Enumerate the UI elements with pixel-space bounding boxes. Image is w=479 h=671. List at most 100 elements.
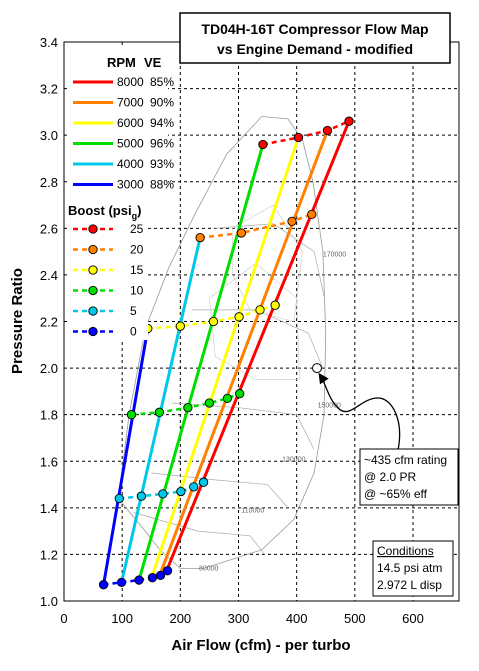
map-speed-label-170000: 170000 xyxy=(323,251,346,258)
legend-boost-label-5: 5 xyxy=(130,304,137,318)
speed-line-3 xyxy=(191,309,324,369)
conditions-box: Conditions 14.5 psi atm 2.972 L disp xyxy=(372,540,454,597)
boost-point-15-1 xyxy=(175,321,185,331)
legend-boost-label-15: 15 xyxy=(130,263,144,277)
compressor-map-surge-outline xyxy=(118,116,327,569)
boost-point-20-1 xyxy=(236,228,247,238)
rpm-line-8000 xyxy=(166,120,351,569)
x-tick-label-200: 200 xyxy=(169,611,191,626)
compressor-map-background: 170000 150000 130000 110000 80000 xyxy=(118,116,346,573)
y-tick-label-1.4: 1.4 xyxy=(40,501,58,516)
legend-ve-label-3000: 88% xyxy=(150,178,174,192)
boost-point-0-5 xyxy=(162,566,173,576)
legend-boost-marker-5 xyxy=(88,306,98,316)
rpm-line-3000 xyxy=(102,328,150,585)
boost-point-15-2 xyxy=(208,316,219,327)
legend-boost-marker-20 xyxy=(88,244,98,255)
legend-boost-header: Boost (psig) xyxy=(68,203,141,221)
legend-boost-marker-10 xyxy=(88,285,98,296)
y-tick-label-1.8: 1.8 xyxy=(40,408,58,423)
boost-point-0-3 xyxy=(147,573,158,583)
boost-point-0-0 xyxy=(98,580,109,590)
x-axis-title: Air Flow (cfm) - per turbo xyxy=(171,637,350,654)
boost-point-25-0 xyxy=(258,139,268,150)
legend-boost-label-0: 0 xyxy=(130,325,137,339)
legend-ve-header: VE xyxy=(144,55,162,70)
boost-line-25 xyxy=(262,120,350,146)
data-series xyxy=(98,116,354,590)
legend-ve-label-4000: 93% xyxy=(150,157,174,171)
x-tick-label-600: 600 xyxy=(402,611,424,626)
chart-title-line-2: vs Engine Demand - modified xyxy=(217,41,413,57)
boost-point-10-2 xyxy=(183,403,193,413)
map-speed-label-150000: 150000 xyxy=(318,403,341,410)
boost-point-15-3 xyxy=(234,312,244,322)
boost-point-10-3 xyxy=(204,398,215,408)
boost-point-10-5 xyxy=(235,389,245,399)
boost-point-20-3 xyxy=(307,209,317,220)
rpm-line-6000 xyxy=(150,137,300,576)
x-tick-label-100: 100 xyxy=(111,611,133,626)
boost-point-15-5 xyxy=(270,300,280,310)
boost-header-end: ) xyxy=(137,203,141,218)
y-tick-label-2.2: 2.2 xyxy=(40,315,58,330)
y-tick-label-3.4: 3.4 xyxy=(40,35,58,50)
legend-rpm-label-4000: 4000 xyxy=(117,157,144,171)
y-tick-label-1.0: 1.0 xyxy=(40,594,58,609)
map-speed-label-130000: 130000 xyxy=(282,456,305,463)
y-tick-label-2.6: 2.6 xyxy=(40,221,58,236)
boost-point-0-1 xyxy=(116,577,127,588)
boost-legend: Boost (psig) 25 20 15 10 5 0 xyxy=(68,200,148,340)
speed-line-0 xyxy=(133,512,265,555)
y-tick-label-2.8: 2.8 xyxy=(40,175,58,190)
legend-ve-label-8000: 85% xyxy=(150,75,174,89)
boost-point-5-4 xyxy=(189,482,199,492)
boost-point-25-3 xyxy=(344,116,354,126)
rpm-legend: RPM VE 8000 85% 7000 90% 6000 94% 5000 96% 4000 9… xyxy=(68,48,174,200)
y-tick-label-3.2: 3.2 xyxy=(40,82,58,97)
rating-annotation: ~435 cfm rating @ 2.0 PR @ ~65% eff xyxy=(318,372,459,506)
map-speed-label-80000: 80000 xyxy=(199,566,219,573)
x-tick-label-0: 0 xyxy=(60,611,67,626)
boost-point-10-0 xyxy=(126,410,137,420)
boost-point-0-4 xyxy=(155,570,166,581)
x-tick-label-300: 300 xyxy=(228,611,250,626)
boost-header-sub: g xyxy=(132,211,138,221)
conditions-line-2: 2.972 L disp xyxy=(377,578,442,592)
boost-point-5-0 xyxy=(114,493,124,504)
boost-point-5-3 xyxy=(176,486,186,497)
rpm-line-7000 xyxy=(159,129,329,574)
legend-boost-label-10: 10 xyxy=(130,284,144,298)
speed-line-1 xyxy=(151,472,289,509)
speed-line-2 xyxy=(171,402,315,450)
boost-header-main: Boost (psi xyxy=(68,203,132,218)
x-tick-label-500: 500 xyxy=(344,611,366,626)
boost-line-20 xyxy=(199,213,313,239)
legend-boost-marker-25 xyxy=(88,224,98,234)
y-tick-label-1.6: 1.6 xyxy=(40,454,58,469)
legend-rpm-label-3000: 3000 xyxy=(117,178,144,192)
legend-rpm-header: RPM xyxy=(107,55,136,70)
conditions-line-1: 14.5 psi atm xyxy=(377,561,442,575)
legend-ve-label-7000: 90% xyxy=(150,96,174,110)
conditions-title: Conditions xyxy=(377,544,434,558)
boost-point-5-5 xyxy=(198,477,209,487)
y-tick-label-1.2: 1.2 xyxy=(40,547,58,562)
boost-point-5-1 xyxy=(136,491,147,501)
legend-ve-label-5000: 96% xyxy=(150,137,174,151)
legend-ve-label-6000: 94% xyxy=(150,116,174,130)
legend-rpm-label-7000: 7000 xyxy=(117,96,144,110)
legend-boost-marker-0 xyxy=(88,326,98,337)
y-tick-label-2.4: 2.4 xyxy=(40,268,58,283)
chart-title-line-1: TD04H-16T Compressor Flow Map xyxy=(201,21,428,37)
annotation-line-2: @ 2.0 PR xyxy=(364,470,417,484)
boost-point-10-1 xyxy=(154,407,165,417)
boost-point-20-0 xyxy=(195,232,205,243)
annotation-line-3: @ ~65% eff xyxy=(364,487,428,501)
y-axis-title: Pressure Ratio xyxy=(9,268,26,374)
legend-boost-marker-15 xyxy=(88,265,98,275)
boost-point-0-2 xyxy=(134,575,144,585)
boost-point-20-2 xyxy=(287,216,297,226)
y-tick-label-2.0: 2.0 xyxy=(40,361,58,376)
